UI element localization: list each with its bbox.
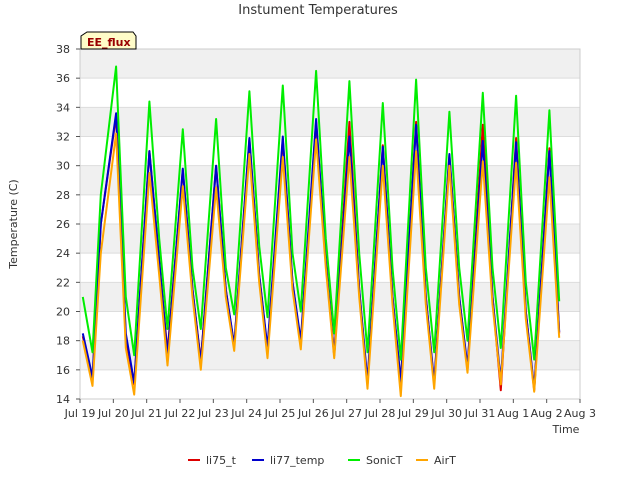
site-badge: EE_flux (80, 31, 137, 50)
x-tick-label: Jul 21 (130, 407, 162, 420)
x-tick-label: Jul 28 (364, 407, 396, 420)
x-tick-label: Jul 19 (64, 407, 96, 420)
y-tick-label: 14 (56, 393, 70, 406)
x-tick-label: Jul 25 (264, 407, 296, 420)
legend-label-SonicT: SonicT (366, 454, 403, 467)
legend-label-AirT: AirT (434, 454, 456, 467)
x-tick-label: Jul 22 (164, 407, 196, 420)
y-tick-label: 24 (56, 247, 70, 260)
x-tick-label: Jul 26 (297, 407, 329, 420)
y-tick-label: 32 (56, 131, 70, 144)
y-tick-label: 20 (56, 306, 70, 319)
grid-band (80, 224, 580, 254)
x-axis-ticks: Jul 19 Jul 20 Jul 21 Jul 22 Jul 23 Jul 24 Jul … (64, 399, 596, 420)
grid-band (80, 340, 580, 370)
x-tick-label: Jul 20 (97, 407, 129, 420)
site-badge-label: EE_flux (87, 36, 131, 49)
y-axis-label: Temperature (C) (7, 179, 20, 269)
y-tick-label: 34 (56, 101, 70, 114)
x-tick-label: Jul 24 (230, 407, 262, 420)
x-tick-label: Aug 2 (531, 407, 563, 420)
grid-band (80, 165, 580, 195)
series-lines (81, 65, 561, 398)
legend-label-li75_t: li75_t (206, 454, 237, 467)
x-tick-label: Aug 3 (564, 407, 596, 420)
series-line-li77_temp (81, 112, 561, 390)
y-tick-label: 26 (56, 218, 70, 231)
series-line-AirT (81, 132, 561, 398)
x-tick-label: Jul 30 (430, 407, 462, 420)
x-tick-label: Aug 1 (497, 407, 529, 420)
x-tick-label: Jul 23 (197, 407, 229, 420)
grid-band (80, 49, 580, 79)
y-tick-label: 30 (56, 160, 70, 173)
y-tick-label: 22 (56, 276, 70, 289)
site-badge-box (80, 31, 137, 50)
legend: li75_t li77_temp SonicT AirT (188, 454, 456, 467)
y-tick-label: 28 (56, 189, 70, 202)
x-tick-label: Jul 31 (464, 407, 496, 420)
y-tick-label: 16 (56, 364, 70, 377)
x-tick-label: Jul 27 (330, 407, 362, 420)
x-axis-label: Time (552, 423, 580, 436)
grid-band (80, 107, 580, 137)
x-tick-label: Jul 29 (397, 407, 429, 420)
series-line-SonicT (81, 65, 561, 361)
legend-label-li77_temp: li77_temp (270, 454, 324, 467)
y-tick-label: 18 (56, 335, 70, 348)
y-axis-ticks: 14 16 18 20 22 24 26 28 30 32 34 36 38 (56, 43, 80, 406)
y-tick-label: 38 (56, 43, 70, 56)
y-tick-label: 36 (56, 72, 70, 85)
chart-title: Instument Temperatures (238, 3, 398, 18)
